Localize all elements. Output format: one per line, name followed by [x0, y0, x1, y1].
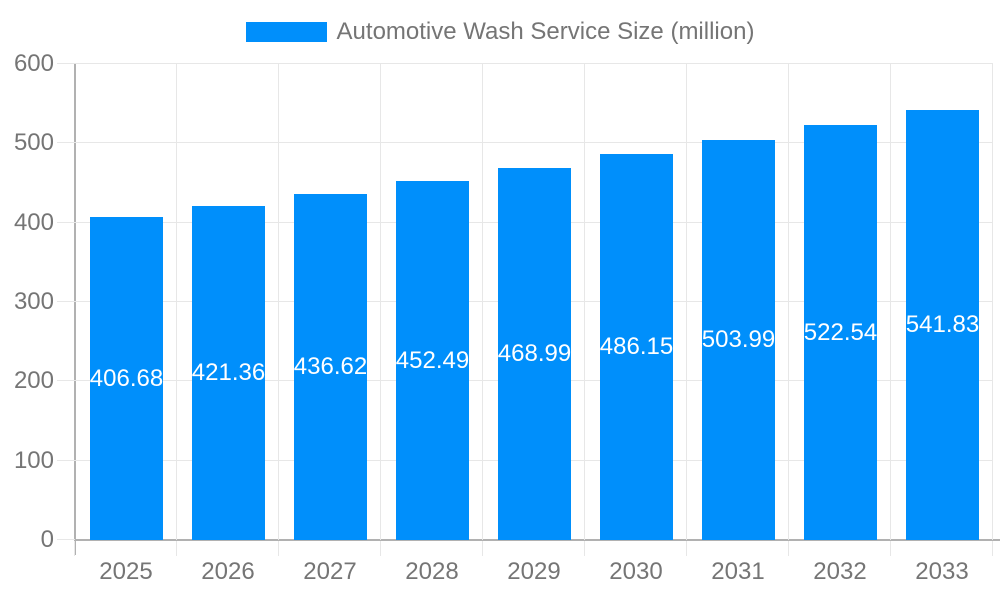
x-axis-tick: [992, 541, 993, 556]
gridline-vertical: [482, 64, 483, 540]
bar-2028[interactable]: 452.49: [396, 181, 469, 540]
x-axis-label: 2027: [303, 558, 357, 585]
bar-value-label: 522.54: [803, 318, 878, 346]
gridline-vertical: [176, 64, 177, 540]
x-axis-tick: [686, 541, 687, 556]
gridline-vertical: [584, 64, 585, 540]
x-axis-tick: [176, 541, 177, 556]
bar-2029[interactable]: 468.99: [498, 168, 571, 540]
y-axis-tick: [57, 301, 75, 302]
x-axis-tick: [74, 541, 75, 556]
gridline-vertical: [686, 64, 687, 540]
x-axis-tick: [584, 541, 585, 556]
bar-value-label: 486.15: [599, 333, 674, 360]
gridline-horizontal: [75, 142, 993, 143]
y-axis-tick: [57, 539, 75, 540]
bar-value-label: 541.83: [905, 311, 980, 338]
y-axis-tick: [57, 63, 75, 64]
legend: Automotive Wash Service Size (million): [0, 18, 1000, 46]
bar-value-label: 503.99: [701, 326, 776, 353]
bar-value-label: 436.62: [293, 353, 368, 380]
x-axis-tick: [380, 541, 381, 556]
bar-2032[interactable]: 522.54: [804, 125, 877, 540]
legend-label: Automotive Wash Service Size (million): [336, 18, 755, 45]
gridline-vertical: [890, 64, 891, 540]
bar-value-label: 452.49: [395, 346, 470, 374]
bar-2031[interactable]: 503.99: [702, 140, 775, 540]
y-axis-label: 0: [40, 526, 54, 553]
x-axis-label: 2029: [507, 558, 561, 585]
bar-2033[interactable]: 541.83: [906, 110, 979, 540]
bar-2027[interactable]: 436.62: [294, 194, 367, 540]
legend-item[interactable]: Automotive Wash Service Size (million): [245, 18, 755, 46]
y-axis-label: 100: [13, 447, 54, 474]
x-axis-line: [75, 539, 1000, 541]
y-axis-tick: [57, 222, 75, 223]
y-axis-tick: [57, 380, 75, 381]
bar-2025[interactable]: 406.68: [90, 217, 163, 540]
gridline-vertical: [380, 64, 381, 540]
x-axis-label: 2025: [99, 558, 153, 585]
plot-area: 406.68 421.36 436.62 452.49 468.99 486.15 503.…: [75, 63, 993, 540]
y-axis-label: 200: [13, 367, 54, 394]
y-axis-label: 400: [13, 209, 54, 236]
x-axis-tick: [890, 541, 891, 556]
gridline-vertical: [992, 64, 993, 540]
x-axis-label: 2028: [405, 558, 459, 585]
gridline-vertical: [788, 64, 789, 540]
y-axis-line: [74, 64, 76, 555]
bar-value-label: 468.99: [497, 340, 572, 367]
bar-value-label: 406.68: [89, 364, 164, 392]
x-axis-tick: [278, 541, 279, 556]
y-axis-tick: [57, 142, 75, 143]
y-axis-label: 600: [13, 50, 54, 77]
y-axis-label: 500: [13, 129, 54, 156]
y-axis-label: 300: [13, 288, 54, 315]
gridline-vertical: [278, 64, 279, 540]
x-axis-tick: [482, 541, 483, 556]
x-axis-tick: [788, 541, 789, 556]
x-axis-label: 2026: [201, 558, 255, 585]
x-axis-label: 2031: [711, 558, 765, 585]
bar-2026[interactable]: 421.36: [192, 206, 265, 540]
bar-2030[interactable]: 486.15: [600, 154, 673, 540]
gridline-horizontal: [75, 63, 993, 64]
x-axis-label: 2032: [813, 558, 867, 585]
bar-value-label: 421.36: [191, 359, 266, 386]
legend-marker-icon: [245, 22, 327, 42]
x-axis-label: 2030: [609, 558, 663, 585]
y-axis-tick: [57, 460, 75, 461]
x-axis-label: 2033: [915, 558, 969, 585]
